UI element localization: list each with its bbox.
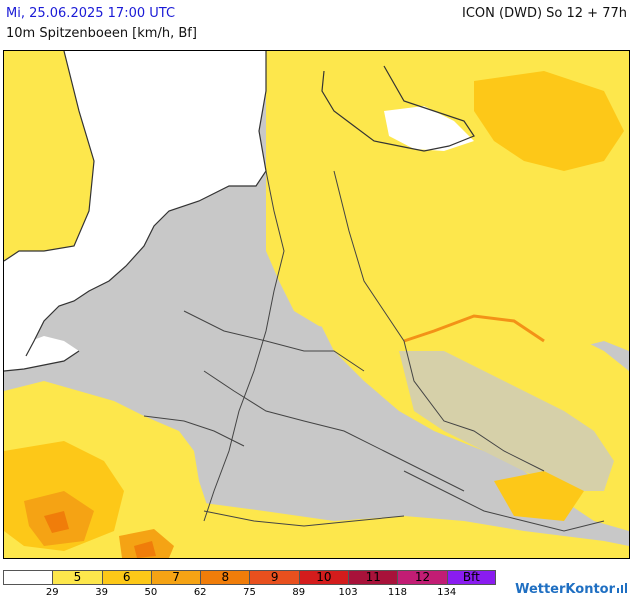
legend-tick-label: 29 [45, 587, 59, 598]
brand-name: WetterKontor [515, 582, 615, 597]
legend-tick-label: 134 [437, 587, 457, 598]
english-channel [4, 336, 79, 371]
bohemia-calm-area [399, 351, 614, 491]
beaufort-legend: 5 6 7 8 9 10 11 12 Bft [3, 570, 496, 586]
legend-cell [3, 570, 53, 585]
legend-cell: Bft [446, 570, 496, 585]
kmh-scale: 29 39 50 62 75 89 103 118 134 [3, 587, 503, 599]
wind-gust-map [3, 50, 630, 559]
country-borders [143, 170, 605, 532]
legend-tick-label: 62 [193, 587, 207, 598]
legend-cell: 9 [249, 570, 299, 585]
legend-tick-label: 103 [338, 587, 358, 598]
mountain-gust-band [403, 314, 545, 343]
legend-cell: 5 [52, 570, 102, 585]
baltic-sea-east [384, 106, 474, 151]
legend-cell: 7 [150, 570, 201, 585]
parameter-title: 10m Spitzenboeen [km/h, Bf] [6, 26, 197, 41]
legend-cell: 8 [200, 570, 250, 585]
forecast-datetime: Mi, 25.06.2025 17:00 UTC [6, 6, 176, 21]
legend-tick-label: 50 [144, 587, 158, 598]
legend-tick-label: 75 [243, 587, 256, 598]
wetterkontor-logo-icon [617, 583, 627, 593]
legend-cell: 10 [298, 570, 349, 585]
legend-tick-label: 89 [292, 587, 306, 598]
gust-bft8-zones [44, 511, 156, 558]
coastlines [4, 51, 475, 372]
legend-tick-label: 39 [95, 587, 108, 598]
legend-cell: 6 [101, 570, 151, 585]
model-run-info: ICON (DWD) So 12 + 77h [462, 6, 627, 21]
legend-tick-label: 118 [387, 587, 407, 598]
wetterkontor-brand[interactable]: WetterKontor [515, 582, 627, 597]
legend-cell: 12 [397, 570, 447, 585]
legend-cell: 11 [348, 570, 398, 585]
